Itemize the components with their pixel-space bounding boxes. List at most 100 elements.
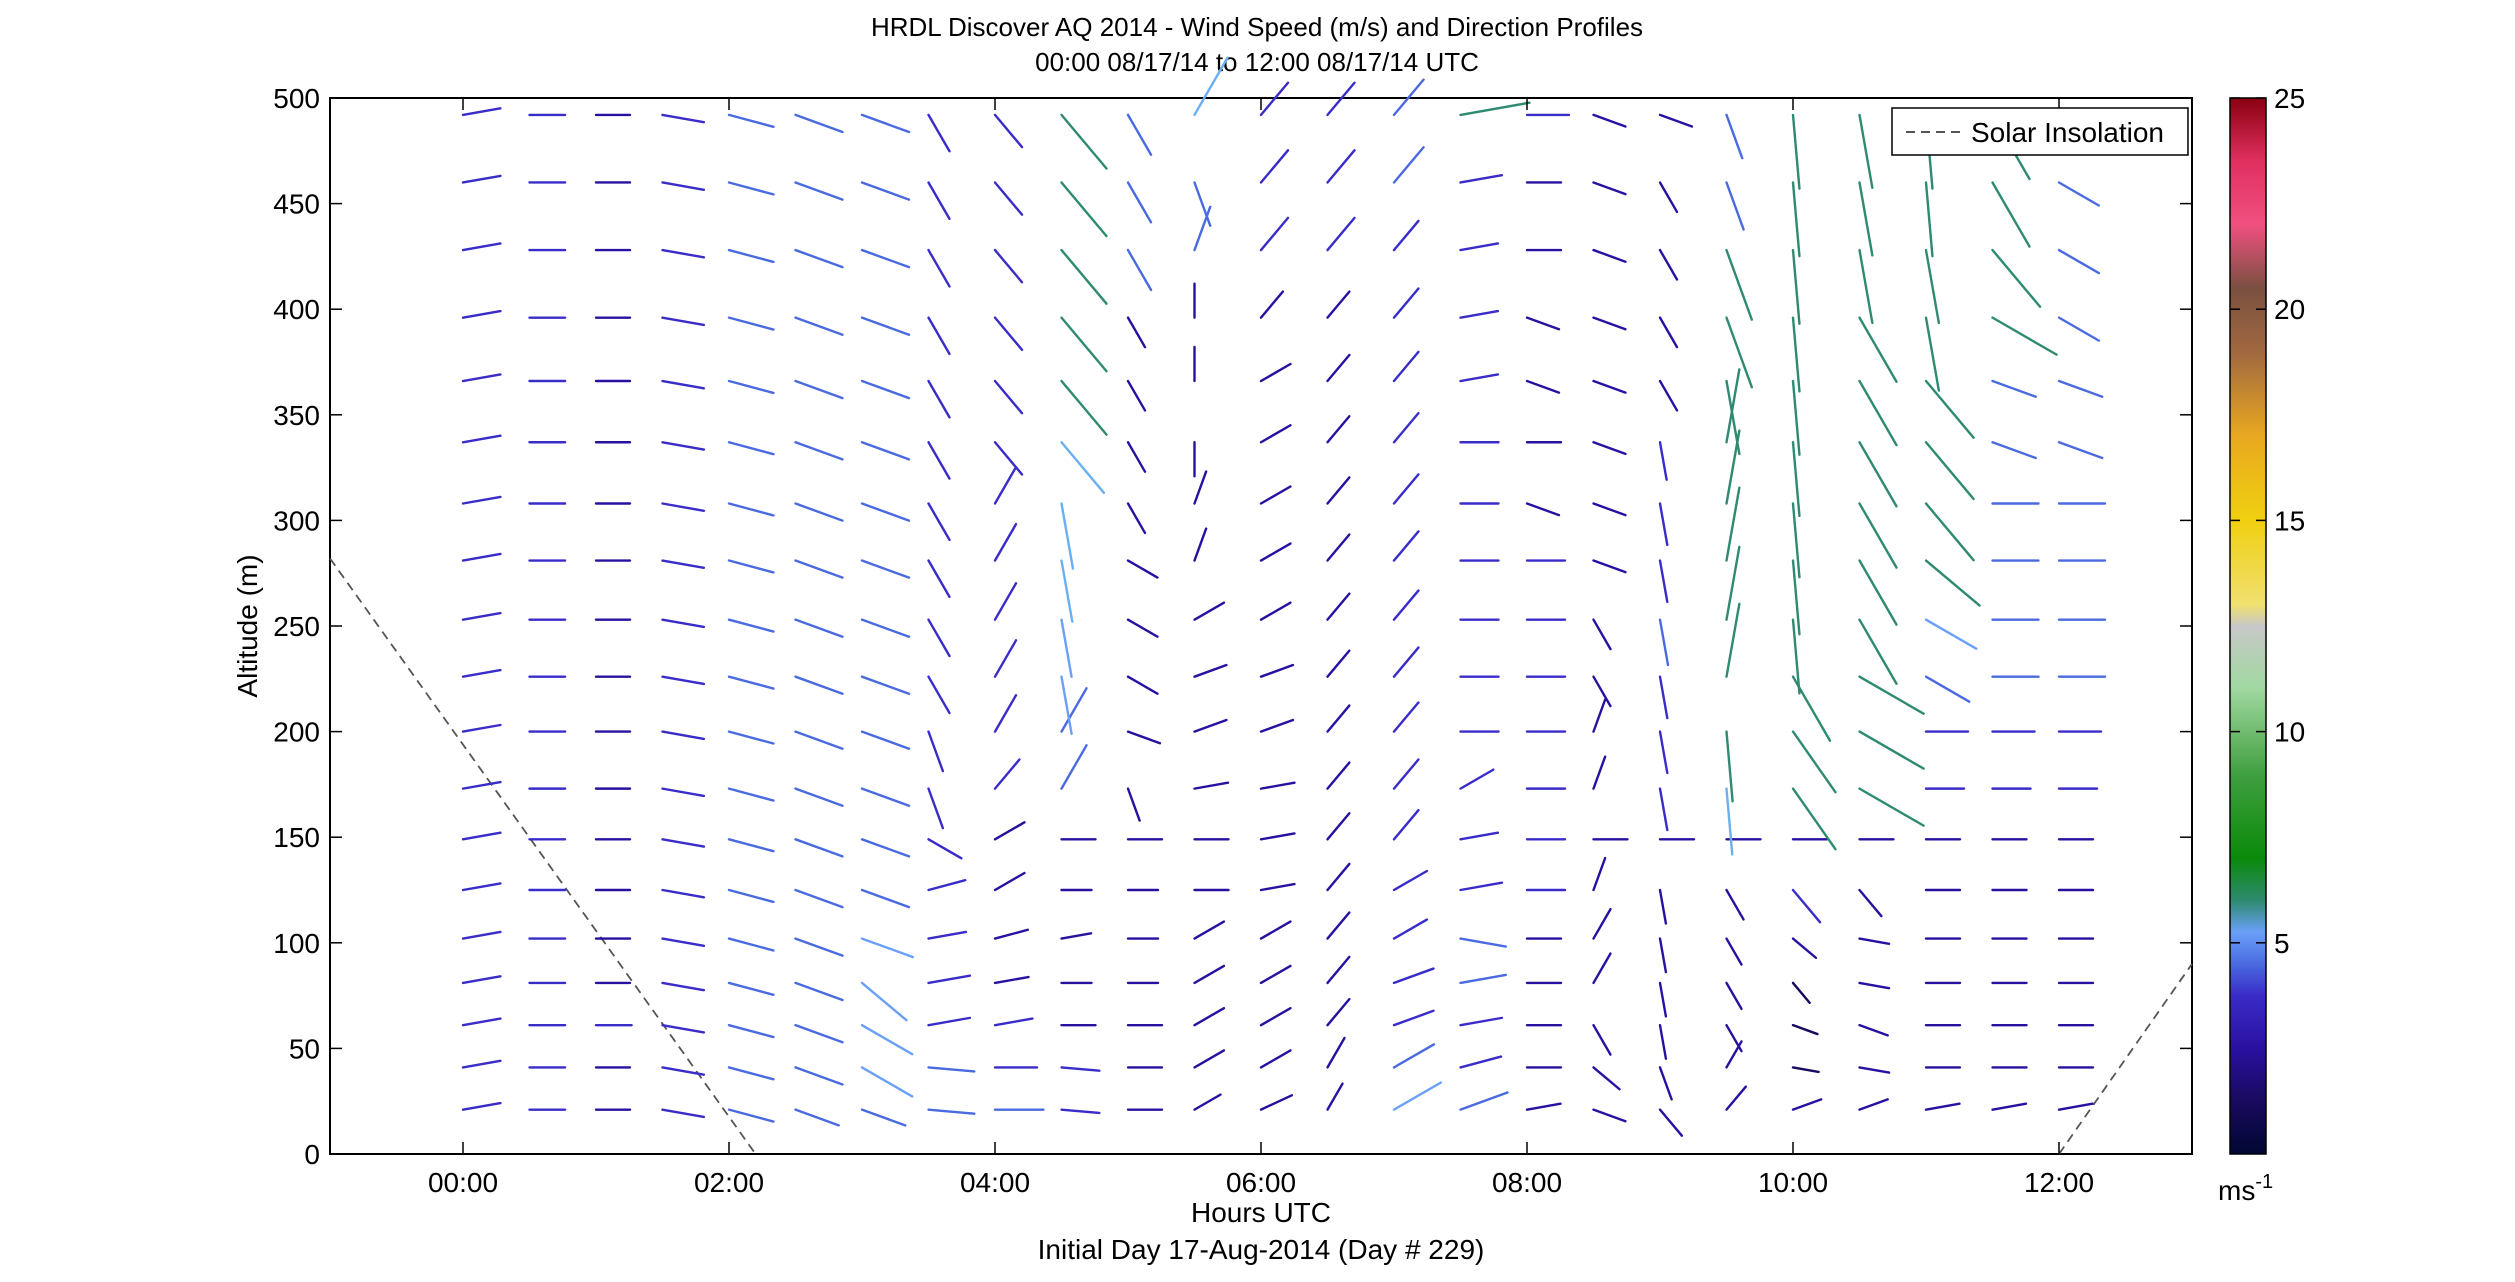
wind-vector [1392, 918, 1429, 940]
wind-vector [461, 1017, 502, 1027]
wind-vector [1459, 173, 1504, 184]
wind-vector [794, 181, 844, 201]
wind-vector [1658, 675, 1669, 720]
wind-vector [1991, 441, 2037, 460]
wind-vector [1725, 368, 1741, 444]
x-tick-label: 10:00 [1758, 1167, 1828, 1198]
plot-area: 00:00 02:00 04:00 06:00 08:00 10:00 12:00 0 50 1… [273, 56, 2193, 1198]
wind-vector [927, 930, 968, 940]
wind-vector [2057, 379, 2104, 398]
wind-vector [1060, 113, 1108, 170]
wind-vector [794, 937, 844, 957]
wind-vector [927, 618, 951, 658]
wind-vector [727, 1108, 775, 1123]
wind-vector [860, 730, 911, 750]
wind-vector [727, 441, 775, 456]
colorbar-ticks: 5 10 15 20 25 [2230, 83, 2305, 959]
wind-vector [860, 559, 911, 579]
wind-vector [1725, 181, 1745, 231]
y-tick-label: 450 [273, 189, 320, 220]
wind-vector [1126, 559, 1159, 579]
wind-vector [1725, 602, 1741, 678]
wind-vector [727, 981, 775, 997]
wind-vector [1791, 113, 1801, 190]
wind-vector [727, 730, 775, 745]
wind-vector [1459, 831, 1500, 841]
wind-vector [1592, 1108, 1627, 1123]
wind-vector [1193, 601, 1226, 621]
wind-vector [1326, 533, 1351, 562]
wind-vector [1658, 937, 1668, 974]
wind-vector [1126, 441, 1147, 473]
wind-vector [1592, 952, 1612, 985]
wind-vector [1326, 1036, 1346, 1069]
wind-vector [661, 441, 706, 451]
y-tick-label: 150 [273, 822, 320, 853]
wind-vector [1392, 78, 1425, 117]
wind-vector [1259, 290, 1285, 319]
wind-vector [2057, 181, 2101, 207]
wind-vector [860, 248, 911, 269]
wind-vector [794, 248, 844, 269]
wind-vector [1259, 663, 1295, 678]
wind-vector [1392, 287, 1420, 319]
wind-vector [860, 937, 914, 959]
solar-insolation-layer [329, 557, 2193, 1155]
chart-title: HRDL Discover AQ 2014 - Wind Speed (m/s)… [871, 12, 1643, 42]
wind-vector [927, 316, 951, 356]
wind-vector [993, 248, 1024, 284]
wind-vector [2057, 248, 2101, 275]
wind-vector [993, 694, 1018, 733]
y-tick-label: 400 [273, 294, 320, 325]
wind-vector [993, 639, 1018, 678]
wind-vector [1525, 379, 1561, 394]
colorbar-unit-label: ms-1 [2218, 1171, 2273, 1206]
wind-vector [661, 787, 706, 798]
wind-vector [461, 882, 502, 892]
wind-vector [1858, 675, 1925, 715]
wind-vector [1392, 758, 1420, 790]
wind-vector [1858, 502, 1898, 569]
wind-vector [1592, 316, 1627, 331]
wind-vector [661, 559, 706, 570]
wind-vector [1259, 718, 1295, 733]
wind-vector [1592, 559, 1627, 574]
wind-vector [1991, 1102, 2028, 1111]
wind-vector [1126, 618, 1159, 638]
wind-vector [1791, 502, 1801, 579]
wind-vector [1392, 350, 1420, 383]
wind-vector [727, 181, 775, 196]
wind-vector [860, 838, 911, 858]
wind-vector [927, 675, 951, 715]
wind-vector [727, 1066, 775, 1081]
y-tick-label: 200 [273, 717, 320, 748]
colorbar-unit-exponent: -1 [2255, 1171, 2273, 1193]
wind-vector [1658, 181, 1679, 214]
wind-vector [661, 113, 706, 124]
wind-vector [727, 248, 775, 264]
wind-vector [1259, 362, 1292, 383]
wind-vector [927, 974, 972, 985]
wind-vector [1658, 618, 1670, 667]
wind-vector [1193, 470, 1208, 505]
wind-vector [1259, 832, 1296, 841]
wind-vector [993, 441, 1024, 476]
wind-vector [1326, 290, 1351, 319]
wind-vector [1060, 618, 1073, 678]
wind-vector [1858, 1098, 1889, 1111]
wind-vector [1791, 937, 1818, 960]
wind-vector [661, 248, 706, 259]
wind-vector [1392, 967, 1435, 985]
wind-vector [993, 928, 1030, 940]
wind-vector [794, 838, 844, 858]
wind-vector [1459, 768, 1495, 790]
wind-vector [2057, 316, 2101, 342]
wind-vector [1392, 1009, 1435, 1027]
wind-vector [1060, 502, 1075, 570]
wind-vector [1525, 1102, 1562, 1111]
wind-vector [993, 522, 1018, 562]
wind-vector [1259, 920, 1292, 940]
wind-vector [860, 1108, 907, 1127]
wind-vector [1924, 559, 1981, 607]
wind-vector [1060, 559, 1074, 623]
